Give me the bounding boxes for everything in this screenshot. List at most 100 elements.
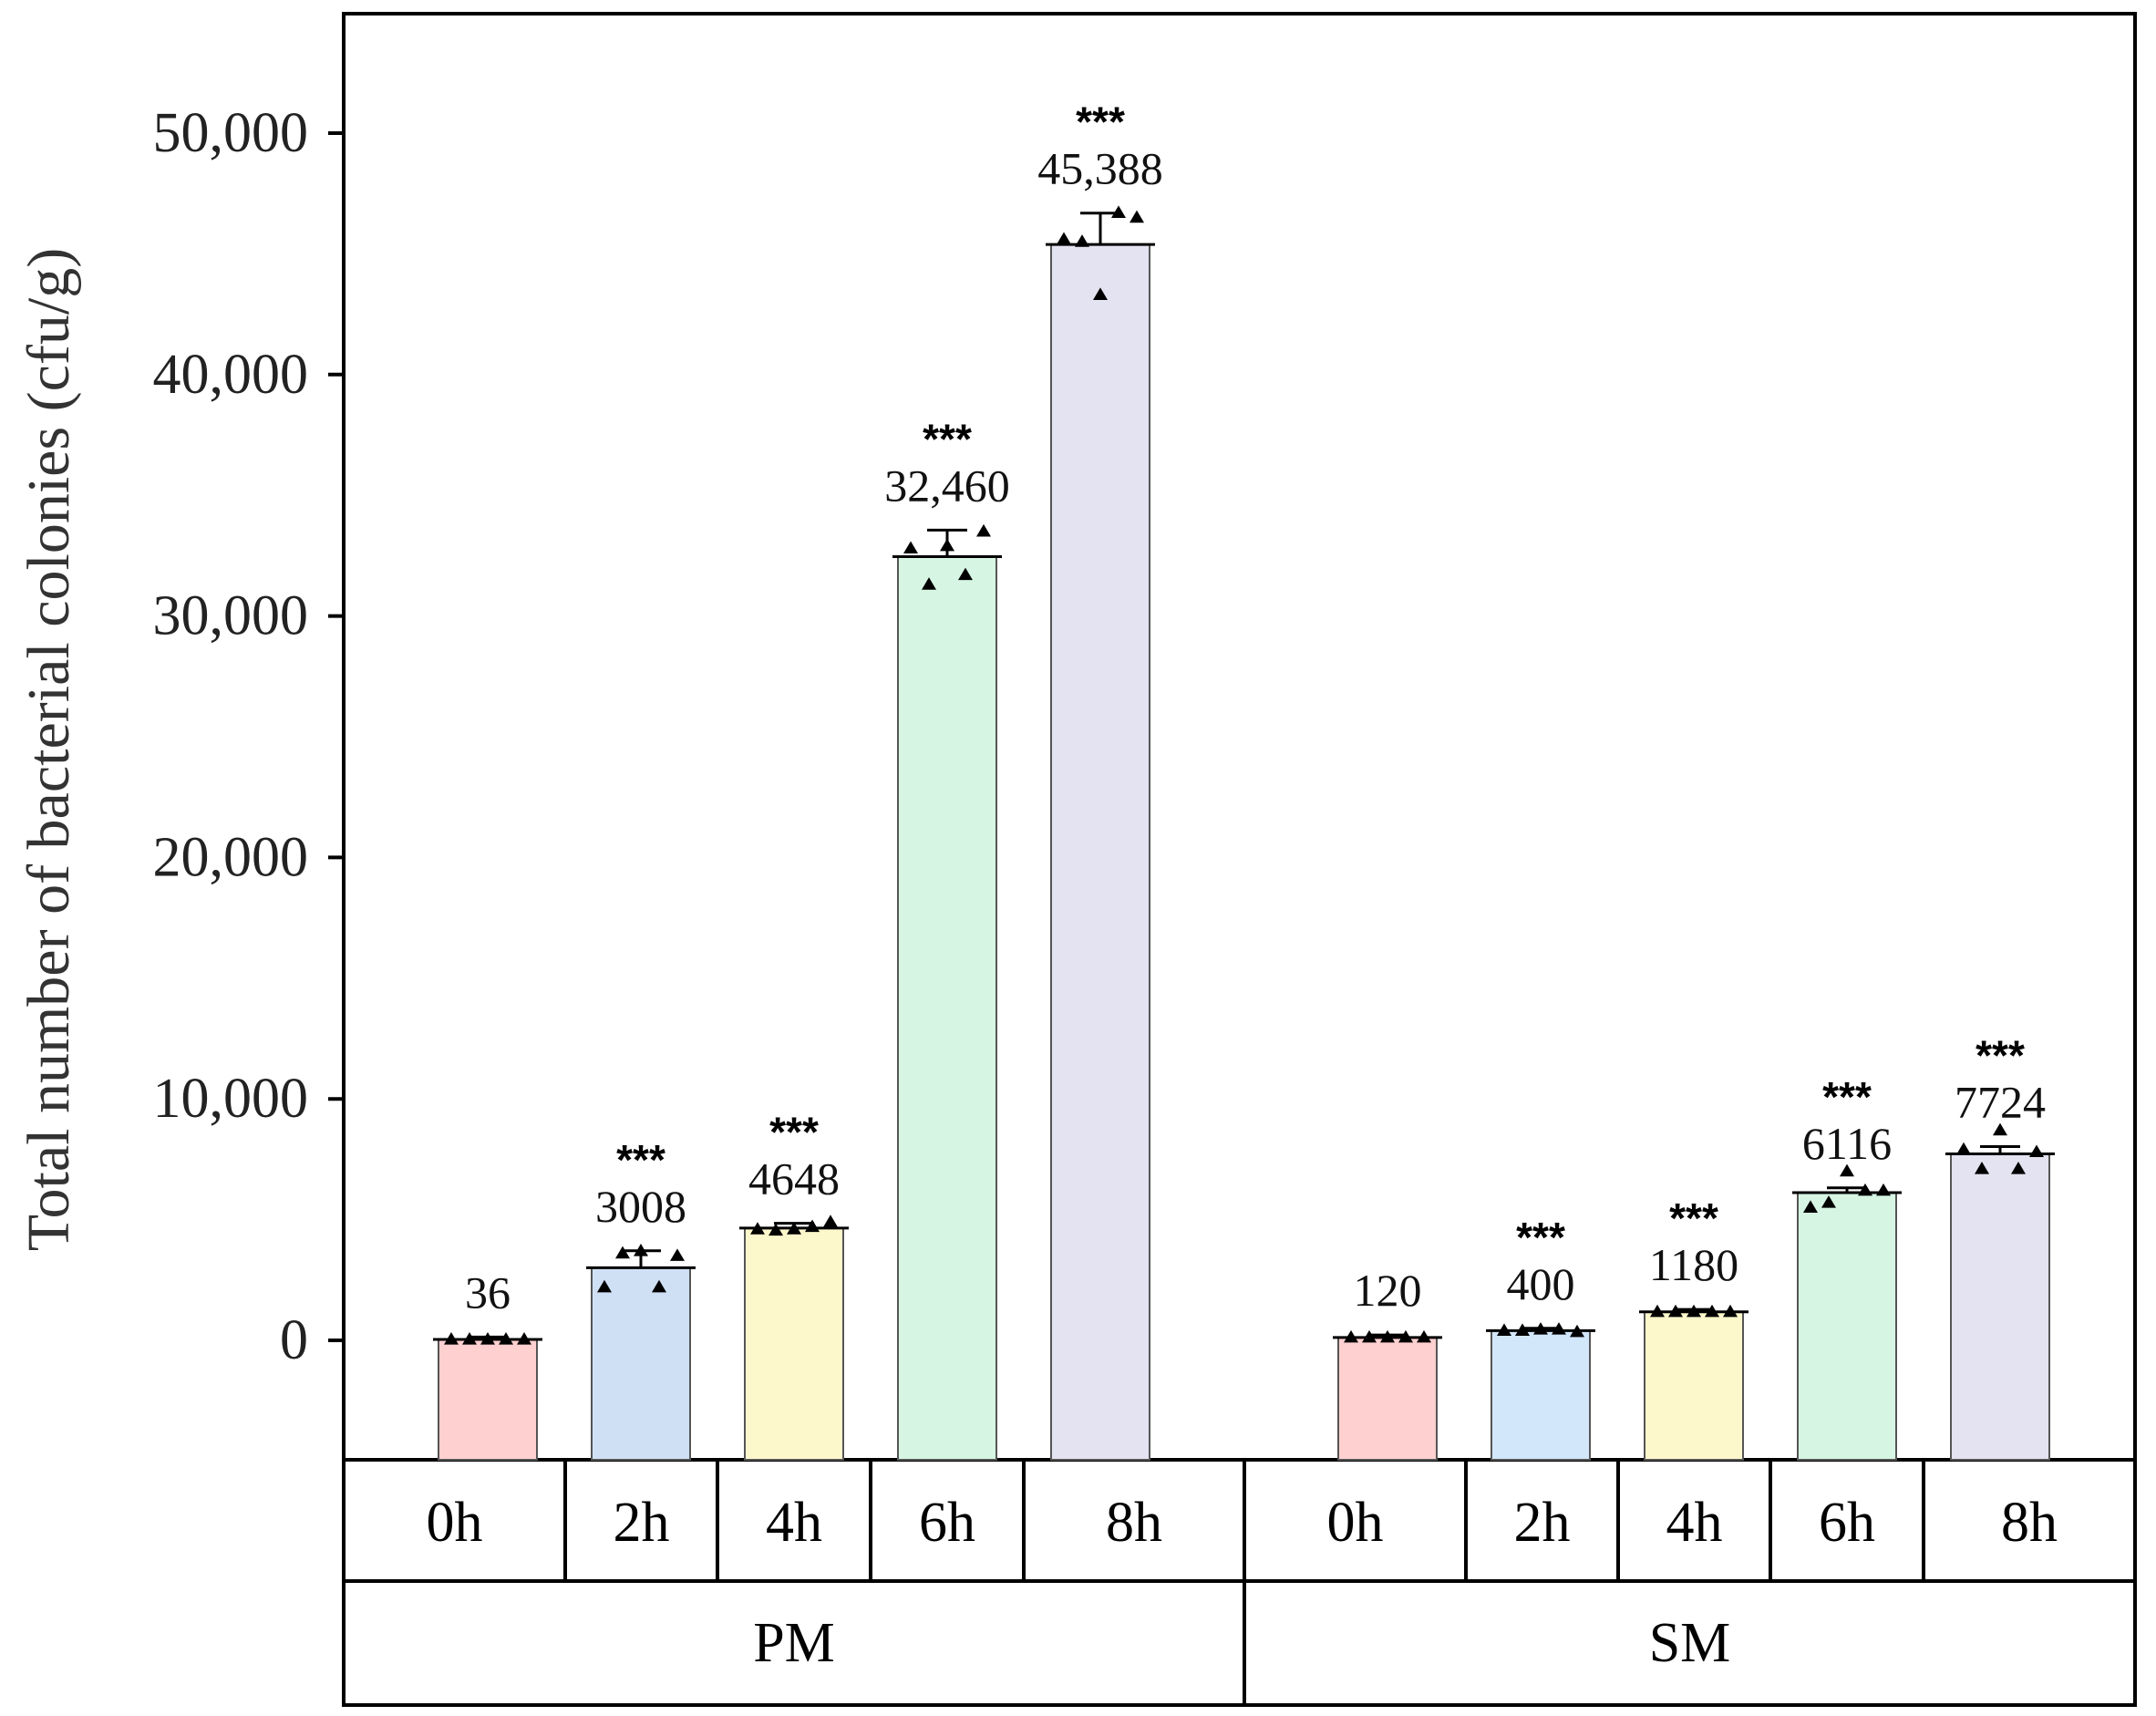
bar (1050, 243, 1150, 1462)
y-tick-label: 40,000 (153, 344, 309, 406)
data-point (1975, 1161, 1989, 1174)
data-point (1093, 287, 1108, 301)
category-label: 8h (2001, 1492, 2058, 1554)
data-point (1344, 1329, 1358, 1343)
data-point (1075, 234, 1089, 247)
value-label: 36 (465, 1266, 511, 1318)
significance-label: *** (1822, 1073, 1872, 1121)
bar (1337, 1336, 1438, 1461)
data-point (1650, 1304, 1665, 1318)
y-tick-label: 20,000 (153, 826, 309, 888)
bar (897, 555, 997, 1461)
data-point (805, 1219, 820, 1233)
bar (1797, 1192, 1897, 1462)
data-point (750, 1222, 765, 1235)
data-point (1668, 1304, 1683, 1318)
data-point (1552, 1322, 1566, 1335)
significance-label: *** (923, 415, 972, 462)
category-label: 0h (1327, 1492, 1384, 1554)
bar (438, 1339, 538, 1462)
data-point (2029, 1144, 2044, 1158)
category-label: 6h (919, 1492, 975, 1554)
value-label: 32,460 (884, 460, 1010, 511)
category-label: 4h (766, 1492, 822, 1554)
data-point (670, 1248, 685, 1261)
data-point (1362, 1329, 1377, 1343)
significance-label: *** (1516, 1214, 1565, 1261)
value-label: 7724 (1955, 1077, 2046, 1128)
data-point (1687, 1304, 1701, 1318)
data-point (1515, 1323, 1530, 1337)
data-point (462, 1332, 477, 1345)
data-point (444, 1332, 459, 1345)
data-point (1533, 1322, 1548, 1335)
data-point (652, 1279, 666, 1293)
value-label: 4648 (748, 1153, 840, 1204)
significance-label: *** (1076, 98, 1125, 146)
data-point (597, 1279, 612, 1293)
category-label: 0h (427, 1492, 483, 1554)
group-label: SM (1649, 1612, 1731, 1674)
bar (1491, 1329, 1591, 1461)
data-point (2011, 1161, 2026, 1174)
significance-label: *** (769, 1109, 819, 1156)
data-point (1497, 1323, 1511, 1337)
data-point (1398, 1329, 1413, 1343)
data-point (1705, 1304, 1719, 1318)
bar (1644, 1310, 1744, 1461)
category-label: 2h (614, 1492, 670, 1554)
y-axis-ticks: 0 10,000 20,000 30,000 40,000 50,000 (153, 102, 344, 1371)
bar (1950, 1153, 2050, 1462)
category-label: 4h (1666, 1492, 1723, 1554)
y-tick-label: 30,000 (153, 585, 309, 647)
data-point (958, 567, 973, 581)
category-strips: 0h 2h 4h 6h 8h PM 0h 2h 4h 6h 8h SM (427, 1460, 2058, 1705)
plot-frame (342, 12, 2137, 1707)
significance-label: *** (1975, 1032, 2025, 1080)
bar (591, 1266, 691, 1461)
data-point (940, 538, 954, 552)
value-label: 3008 (595, 1181, 686, 1232)
data-point (787, 1222, 801, 1235)
data-point (1570, 1324, 1584, 1338)
category-label: 8h (1106, 1492, 1162, 1554)
data-point (903, 541, 918, 554)
data-point (1417, 1329, 1431, 1343)
data-point (976, 523, 991, 537)
y-tick-label: 50,000 (153, 102, 309, 164)
data-point (1130, 210, 1144, 223)
value-label: 1180 (1649, 1239, 1738, 1290)
category-label: 2h (1514, 1492, 1571, 1554)
data-point (1956, 1142, 1971, 1155)
data-point (634, 1244, 648, 1256)
data-point (922, 577, 936, 590)
significance-label: *** (616, 1136, 665, 1184)
data-point (769, 1223, 783, 1236)
group-label: PM (753, 1612, 835, 1674)
value-label: 6116 (1802, 1118, 1892, 1169)
data-point (1821, 1195, 1836, 1208)
data-point (499, 1332, 513, 1345)
data-point (517, 1332, 531, 1345)
significance-label: *** (1669, 1194, 1718, 1242)
category-label: 6h (1819, 1492, 1875, 1554)
data-point (615, 1246, 630, 1259)
value-label: 120 (1354, 1265, 1422, 1316)
bar (744, 1226, 844, 1462)
value-label: 400 (1507, 1258, 1575, 1309)
data-point (1858, 1183, 1872, 1196)
y-axis-label: Total number of bacterial colonies (cfu/… (15, 248, 82, 1251)
value-label: 45,388 (1037, 143, 1163, 194)
data-point (1111, 205, 1126, 218)
data-point (1840, 1163, 1854, 1177)
data-point (1803, 1200, 1818, 1213)
y-tick-label: 10,000 (153, 1068, 309, 1130)
data-point (1380, 1329, 1395, 1343)
data-point (1057, 232, 1071, 245)
y-tick-label: 0 (280, 1309, 308, 1371)
data-point (823, 1215, 838, 1227)
data-point (1993, 1122, 2007, 1136)
data-point (480, 1332, 495, 1345)
